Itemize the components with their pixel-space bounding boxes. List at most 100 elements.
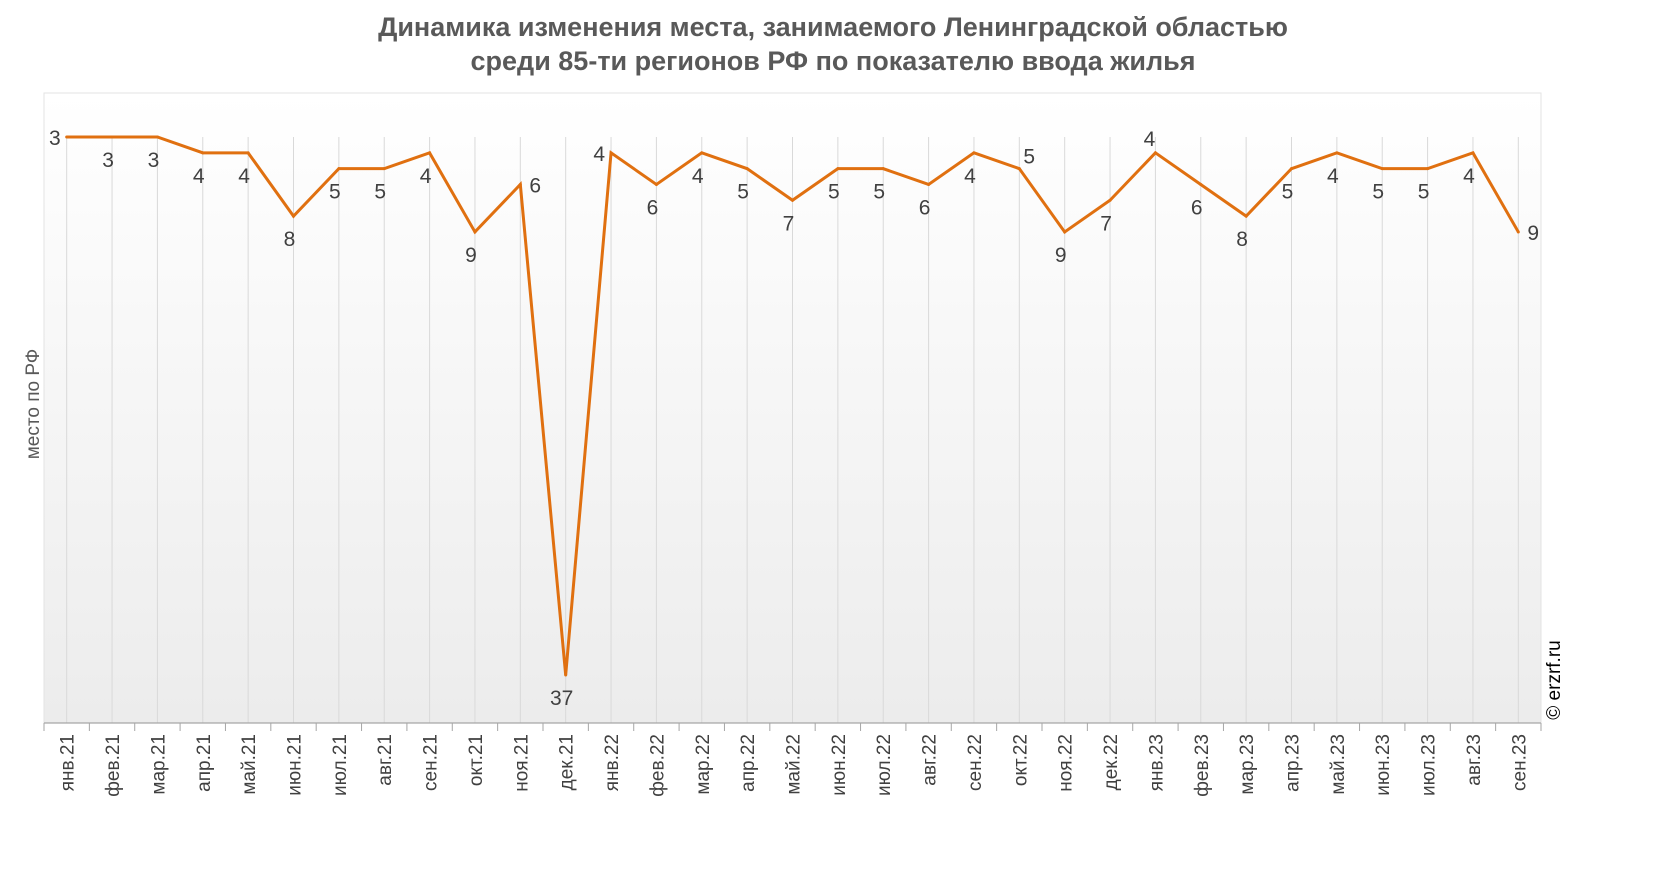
y-axis-label: место по РФ [23, 349, 44, 460]
chart-title-line-2: среди 85-ти регионов РФ по показателю вв… [471, 46, 1196, 76]
data-point [110, 135, 114, 139]
data-label: 9 [1527, 222, 1539, 245]
data-point [1471, 151, 1475, 155]
x-tick-label: апр.22 [738, 734, 759, 792]
x-tick-label: мар.21 [148, 734, 169, 795]
data-point [972, 151, 976, 155]
data-point [201, 151, 205, 155]
data-point [836, 167, 840, 171]
x-tick-label: фев.23 [1192, 734, 1213, 797]
data-point [1153, 151, 1157, 155]
data-point [791, 198, 794, 202]
x-tick-label: мар.22 [693, 734, 714, 795]
x-tick-label: авг.21 [375, 734, 396, 786]
series-line-group [65, 135, 1520, 677]
x-tick-label: фев.22 [647, 734, 668, 797]
x-tick-label: июл.23 [1419, 734, 1440, 796]
data-point [700, 151, 704, 155]
data-label: 6 [647, 196, 659, 219]
data-label: 4 [692, 165, 704, 188]
data-label: 4 [593, 143, 605, 166]
data-point [382, 167, 386, 171]
data-point [518, 182, 522, 186]
data-point [1290, 167, 1293, 171]
x-tick-label: янв.22 [602, 734, 623, 791]
data-point [1244, 214, 1248, 218]
x-tick-label: июн.21 [285, 734, 306, 796]
data-labels: 3 3 3 4 4 8 5 5 4 9 6 37 4 6 4 5 7 5 5 6 4 5 9 7 4 6 8 5 4 5 5 4 9 [49, 127, 1539, 710]
data-label: 37 [550, 687, 573, 710]
data-point [745, 167, 749, 171]
data-point [155, 135, 159, 139]
data-point [337, 167, 341, 171]
data-point [1063, 230, 1067, 234]
data-point [1335, 151, 1339, 155]
data-label: 7 [783, 212, 795, 235]
data-label: 5 [828, 181, 840, 204]
data-point [881, 167, 885, 171]
x-tick-label: окт.22 [1010, 734, 1031, 786]
x-tick-label: янв.23 [1146, 734, 1167, 791]
x-tick-label: сен.23 [1509, 734, 1530, 791]
data-label: 5 [1418, 181, 1430, 204]
data-label: 5 [329, 181, 341, 204]
data-point [292, 214, 295, 218]
data-point [564, 673, 568, 677]
data-label: 5 [1282, 181, 1294, 204]
data-label: 8 [284, 228, 296, 251]
x-tick-label: авг.23 [1464, 734, 1485, 786]
data-label: 8 [1236, 228, 1248, 251]
data-label: 4 [1144, 128, 1156, 151]
x-axis-labels: янв.21 фев.21 мар.21 апр.21 май.21 июн.21 июл.… [58, 734, 1531, 797]
data-label: 4 [238, 165, 250, 188]
data-label: 5 [873, 181, 885, 204]
x-tick-label: авг.22 [920, 734, 941, 786]
data-label: 5 [374, 181, 386, 204]
data-label: 6 [919, 196, 931, 219]
x-tick-label: май.22 [784, 734, 805, 795]
x-tick-label: апр.23 [1283, 734, 1304, 792]
data-point [1516, 230, 1520, 234]
x-tick-label: апр.21 [194, 734, 215, 792]
x-tick-label: май.21 [239, 734, 260, 795]
x-axis-ticks [43, 723, 1542, 731]
x-tick-label: ноя.22 [1056, 734, 1077, 792]
x-tick-label: дек.22 [1101, 734, 1122, 790]
x-tick-label: янв.21 [58, 734, 79, 791]
data-label: 4 [1327, 165, 1339, 188]
x-tick-label: июл.21 [330, 734, 351, 796]
data-point [65, 135, 69, 139]
x-tick-label: мар.23 [1237, 734, 1258, 795]
x-tick-label: окт.21 [466, 734, 487, 786]
x-tick-label: фев.21 [103, 734, 124, 797]
chart-title-line-1: Динамика изменения места, занимаемого Ле… [378, 12, 1288, 42]
x-tick-label: дек.21 [557, 734, 578, 790]
data-point [927, 182, 931, 186]
data-point [609, 151, 613, 155]
data-label: 3 [148, 149, 160, 172]
data-label: 4 [420, 165, 432, 188]
x-tick-label: сен.22 [965, 734, 986, 791]
data-point [1380, 167, 1384, 171]
x-tick-label: июл.22 [874, 734, 895, 796]
data-point [473, 230, 477, 234]
data-label: 6 [1191, 196, 1203, 219]
data-label: 9 [1055, 244, 1067, 267]
data-label: 5 [1023, 146, 1035, 169]
data-label: 5 [1372, 181, 1384, 204]
x-tick-label: июн.23 [1373, 734, 1394, 796]
data-label: 3 [102, 149, 114, 172]
x-tick-label: май.23 [1328, 734, 1349, 795]
x-tick-label: июн.22 [829, 734, 850, 796]
data-label: 7 [1100, 212, 1112, 235]
data-point [1108, 198, 1112, 202]
x-tick-label: сен.21 [421, 734, 442, 791]
data-label: 5 [737, 181, 749, 204]
data-point [1426, 167, 1430, 171]
grid-lines [66, 137, 1519, 723]
data-label: 4 [193, 165, 205, 188]
data-label: 4 [1463, 165, 1475, 188]
x-tick-label: ноя.21 [511, 734, 532, 792]
